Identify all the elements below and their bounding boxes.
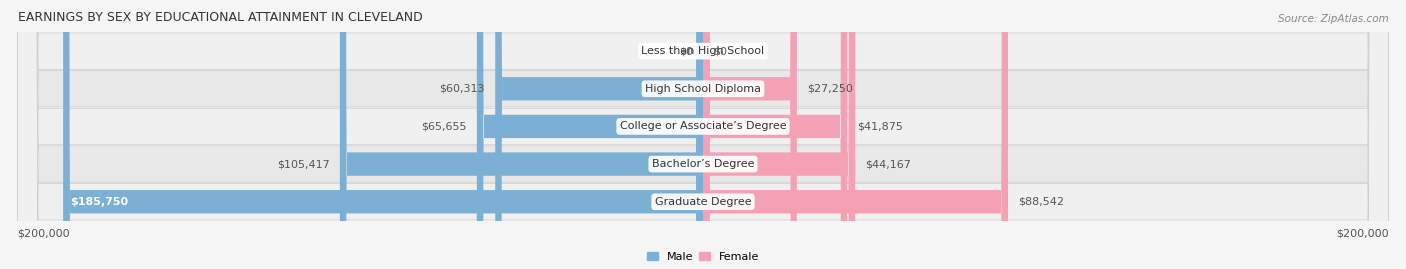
Text: EARNINGS BY SEX BY EDUCATIONAL ATTAINMENT IN CLEVELAND: EARNINGS BY SEX BY EDUCATIONAL ATTAINMEN… [17,11,422,24]
Text: $88,542: $88,542 [1018,197,1064,207]
FancyBboxPatch shape [495,0,703,269]
Text: High School Diploma: High School Diploma [645,84,761,94]
FancyBboxPatch shape [17,0,1389,269]
Text: $185,750: $185,750 [70,197,128,207]
FancyBboxPatch shape [703,0,848,269]
FancyBboxPatch shape [703,0,797,269]
FancyBboxPatch shape [340,0,703,269]
FancyBboxPatch shape [63,0,703,269]
FancyBboxPatch shape [703,0,855,269]
FancyBboxPatch shape [17,0,1389,269]
Text: Source: ZipAtlas.com: Source: ZipAtlas.com [1278,14,1389,24]
FancyBboxPatch shape [17,0,1389,269]
Text: $105,417: $105,417 [277,159,329,169]
FancyBboxPatch shape [477,0,703,269]
Text: $41,875: $41,875 [858,121,904,132]
Text: $65,655: $65,655 [420,121,467,132]
FancyBboxPatch shape [17,0,1389,269]
Text: College or Associate’s Degree: College or Associate’s Degree [620,121,786,132]
Text: $200,000: $200,000 [17,229,70,239]
Text: $0: $0 [679,46,693,56]
FancyBboxPatch shape [703,0,1008,269]
FancyBboxPatch shape [17,0,1389,269]
Text: $200,000: $200,000 [1336,229,1389,239]
Text: Less than High School: Less than High School [641,46,765,56]
Text: Bachelor’s Degree: Bachelor’s Degree [652,159,754,169]
Text: $44,167: $44,167 [866,159,911,169]
Text: Graduate Degree: Graduate Degree [655,197,751,207]
Text: $0: $0 [713,46,727,56]
Text: $60,313: $60,313 [440,84,485,94]
Text: $27,250: $27,250 [807,84,853,94]
Legend: Male, Female: Male, Female [647,252,759,262]
